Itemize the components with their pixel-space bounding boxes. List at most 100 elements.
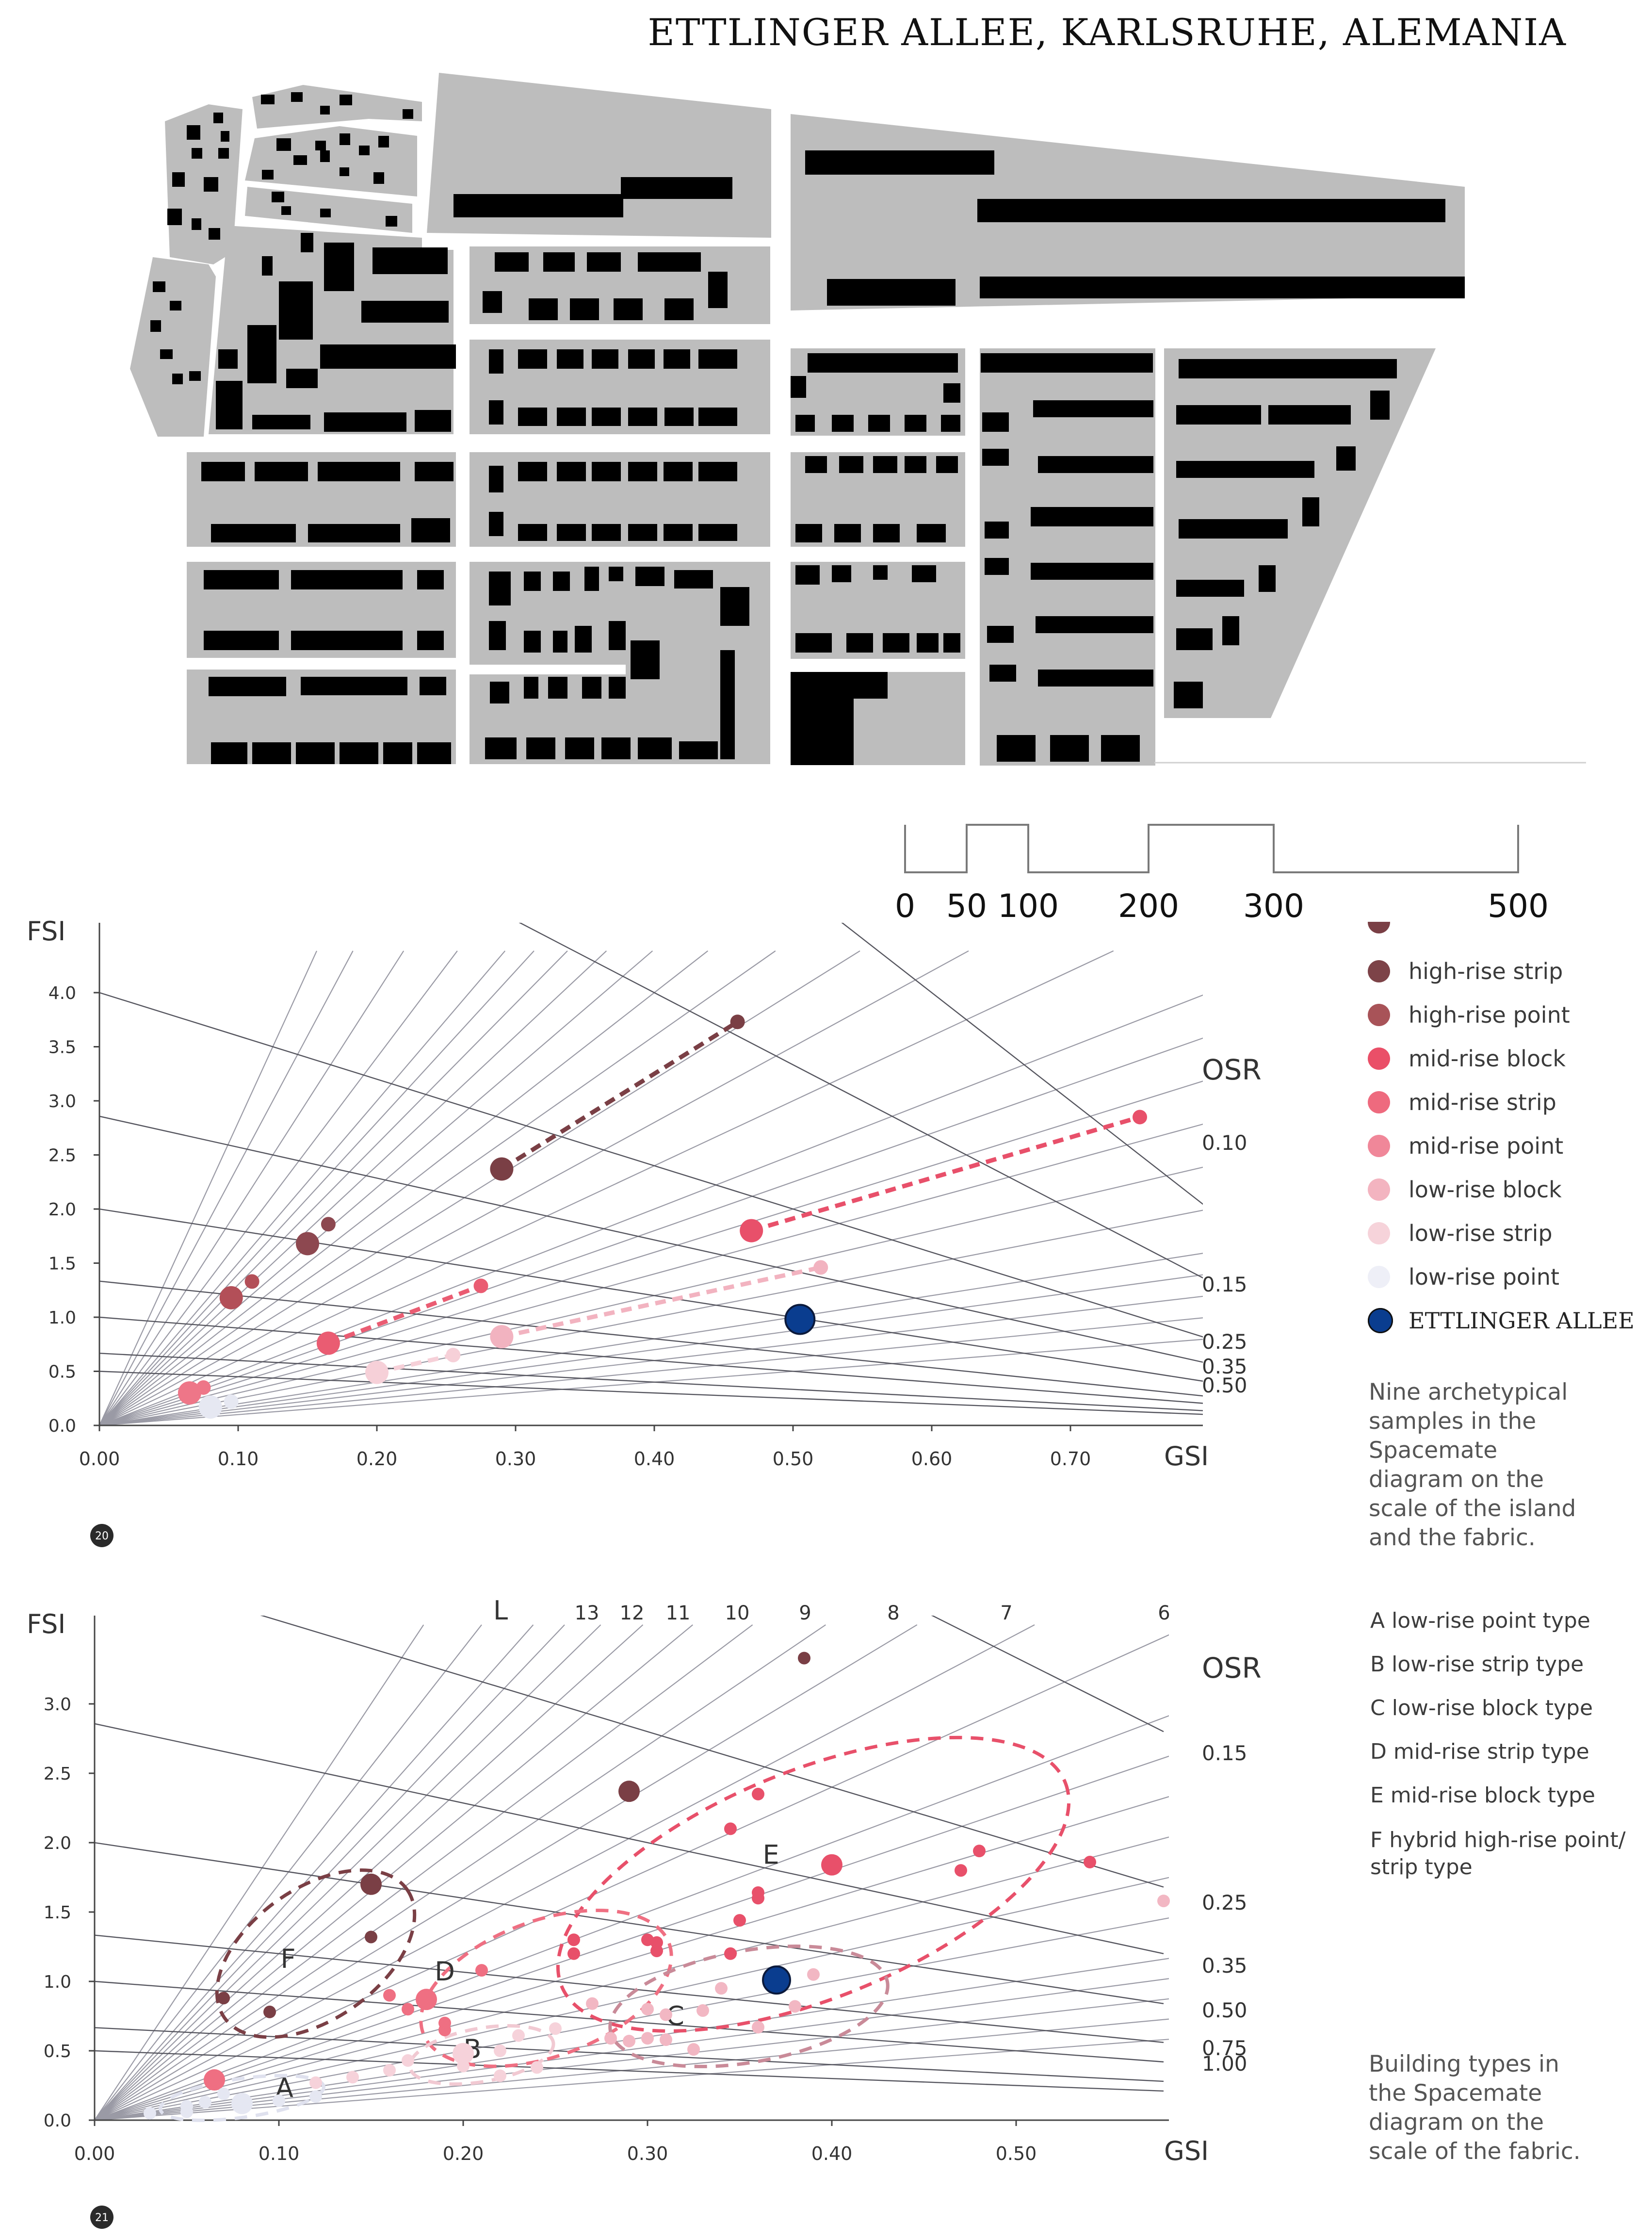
floor-line — [95, 2018, 1169, 2120]
floor-line — [95, 1624, 534, 2120]
x-tick-label: 0.60 — [911, 1448, 953, 1470]
floor-value-label: 10 — [725, 1602, 750, 1624]
y-tick-label: 4.0 — [49, 983, 76, 1003]
data-point — [316, 1331, 340, 1355]
data-point — [660, 2008, 672, 2021]
floor-line — [99, 994, 1203, 1425]
data-point — [586, 1997, 599, 2010]
floor-line — [99, 1166, 1203, 1425]
floor-line — [95, 1624, 826, 2120]
type-legend-line: F hybrid high-rise point/ — [1370, 1828, 1626, 1852]
floor-value-label: 8 — [887, 1602, 899, 1624]
osr-value-label: 1.00 — [1202, 2052, 1247, 2076]
y-tick-label: 3.0 — [49, 1092, 76, 1112]
osr-value-label: 0.35 — [1202, 1954, 1247, 1978]
osr-value-label: 0.15 — [1202, 1741, 1247, 1765]
data-point — [604, 2032, 617, 2045]
y-tick-label: 1.0 — [49, 1308, 76, 1328]
data-point — [789, 2000, 801, 2013]
scale-label: 200 — [1118, 887, 1179, 925]
floor-line — [95, 1836, 1169, 2120]
grid-lines — [99, 923, 1203, 1425]
x-tick-label: 0.30 — [627, 2143, 668, 2164]
buildings — [150, 92, 1465, 765]
x-tick-label: 0.70 — [1050, 1448, 1091, 1470]
floor-line — [95, 1624, 753, 2120]
floor-line — [99, 950, 860, 1425]
osr-line — [260, 1616, 1164, 1888]
osr-line — [99, 1208, 1203, 1382]
type-legend-item: B low-rise strip type — [1370, 1652, 1584, 1677]
data-point — [360, 1873, 382, 1895]
scale-bar: 0 50 100 200 300 500 — [895, 824, 1549, 925]
data-point — [724, 1947, 737, 1960]
data-point — [494, 2044, 506, 2057]
osr-line — [99, 1316, 1203, 1404]
osr-line — [95, 2027, 1164, 2082]
osr-value-label: 0.25 — [1202, 1891, 1247, 1914]
x-tick-label: 0.10 — [218, 1448, 259, 1470]
osr-label: OSR — [1202, 1053, 1262, 1086]
data-point — [1157, 1895, 1170, 1908]
y-tick-label: 0.5 — [44, 2042, 71, 2061]
data-point — [696, 2004, 709, 2017]
data-point — [178, 1381, 201, 1405]
block-nw-2 — [252, 85, 422, 129]
osr-line — [95, 1934, 1164, 2044]
legend-swatch — [1368, 960, 1390, 982]
series-connector — [501, 1265, 822, 1339]
legend-item: low-rise strip — [1368, 1220, 1553, 1246]
floor-line — [99, 950, 568, 1425]
data-point — [567, 1947, 580, 1960]
floor-line — [95, 1624, 424, 2120]
floor-line — [99, 950, 458, 1425]
legend-label: mid-rise strip — [1409, 1089, 1556, 1115]
data-point — [446, 1348, 461, 1363]
data-point — [365, 1360, 389, 1384]
y-tick-label: 3.0 — [44, 1695, 71, 1715]
osr-value-label: 0.50 — [1202, 1373, 1247, 1397]
block-w-1 — [130, 257, 216, 437]
x-axis-label: GSI — [1164, 2136, 1209, 2166]
floor-line — [99, 1080, 1203, 1425]
osr-line — [99, 1371, 1203, 1415]
badge-number: 20 — [95, 1530, 109, 1542]
data-point — [733, 1914, 746, 1927]
site-plan-map — [130, 73, 1586, 766]
x-tick-label: 0.20 — [356, 1448, 398, 1470]
y-tick-label: 2.0 — [49, 1200, 76, 1220]
data-point — [687, 2043, 700, 2056]
x-tick-label: 0.20 — [443, 2143, 484, 2164]
osr-line — [931, 1616, 1164, 1733]
data-point — [273, 2094, 285, 2107]
x-axis-label: GSI — [1164, 1441, 1209, 1472]
data-point — [641, 2003, 654, 2016]
floor-line — [99, 950, 405, 1425]
data-point — [715, 1982, 728, 1995]
legend-label: high-rise strip — [1409, 958, 1563, 984]
data-point — [618, 1781, 640, 1802]
data-point — [321, 1217, 336, 1232]
floor-line — [95, 1624, 482, 2120]
floor-value-label: 11 — [666, 1602, 691, 1624]
badge-circle — [90, 1524, 113, 1547]
data-point — [217, 2087, 230, 2100]
y-axis-label: FSI — [27, 916, 65, 947]
legend-partial-top — [1368, 922, 1390, 933]
floor-value-label: 6 — [1158, 1602, 1170, 1624]
data-point — [457, 2060, 470, 2073]
legend-label: ETTLINGER ALLEE — [1409, 1308, 1635, 1334]
data-point — [567, 1933, 580, 1946]
data-point — [383, 2064, 396, 2077]
floor-line — [99, 950, 776, 1425]
floor-value-label: 7 — [1000, 1602, 1012, 1624]
cluster-label: D — [435, 1956, 455, 1987]
figure-badge: 20 — [90, 1524, 113, 1547]
type-legend-item: F hybrid high-rise point/strip type — [1370, 1827, 1626, 1881]
floor-line — [95, 1624, 644, 2120]
floor-line — [99, 1037, 1203, 1425]
floor-line — [95, 1978, 1169, 2120]
series-connector — [327, 1284, 482, 1345]
ettlinger-allee-point — [784, 1304, 816, 1335]
legend-item: mid-rise point — [1368, 1133, 1563, 1159]
